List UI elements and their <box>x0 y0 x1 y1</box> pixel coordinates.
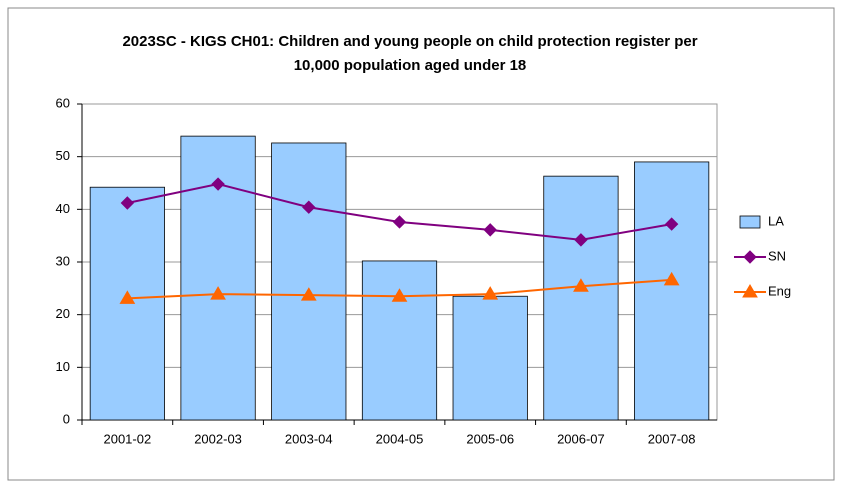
point <box>120 196 135 210</box>
legend-marker <box>743 250 757 264</box>
bar <box>543 175 619 421</box>
legend-label: Eng <box>768 283 791 298</box>
legend-label: LA <box>768 213 784 228</box>
x-tick-label: 2003-04 <box>285 431 333 446</box>
point <box>302 200 316 214</box>
legend-label: SN <box>768 248 786 263</box>
x-tick-label: 2001-02 <box>103 431 151 446</box>
bar <box>452 295 528 421</box>
x-tick-label: 2005-06 <box>466 431 514 446</box>
point <box>663 271 680 286</box>
y-tick-label: 50 <box>56 148 70 163</box>
x-tick-label: 2004-05 <box>376 431 424 446</box>
bar <box>271 142 347 421</box>
point <box>482 286 499 300</box>
point <box>664 217 679 231</box>
point <box>210 286 226 300</box>
x-tick-label: 2007-08 <box>648 431 696 446</box>
point <box>300 287 317 301</box>
point <box>392 215 407 229</box>
point <box>573 278 589 292</box>
y-tick-label: 10 <box>56 359 70 374</box>
x-tick-label: 2006-07 <box>557 431 605 446</box>
legend-marker <box>742 284 758 298</box>
bar <box>361 260 438 421</box>
chart-title: 2023SC - KIGS CH01: Children and young p… <box>122 33 698 74</box>
y-tick-label: 30 <box>56 253 70 268</box>
point <box>211 177 225 191</box>
y-tick-label: 40 <box>56 201 70 216</box>
y-tick-label: 20 <box>56 306 70 321</box>
point <box>391 288 408 302</box>
y-tick-label: 0 <box>63 411 70 426</box>
y-tick-label: 60 <box>56 95 70 110</box>
point <box>483 223 497 237</box>
point <box>574 233 588 247</box>
legend-swatch <box>739 215 761 229</box>
x-tick-label: 2002-03 <box>194 431 242 446</box>
bar <box>634 161 710 421</box>
point <box>119 290 136 304</box>
